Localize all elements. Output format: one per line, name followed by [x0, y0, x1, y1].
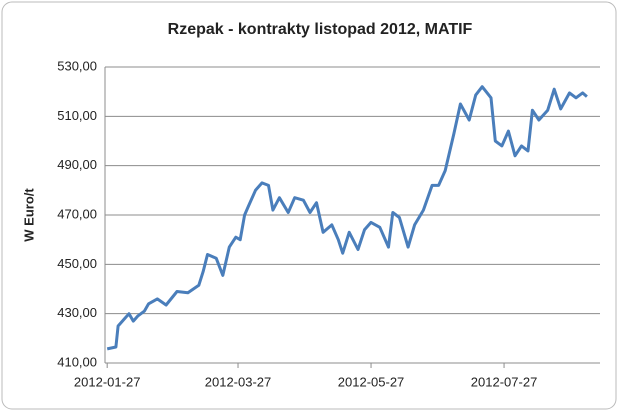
x-tick-label: 2012-05-27: [338, 374, 405, 389]
y-tick-label: 450,00: [57, 256, 97, 271]
y-tick-label: 410,00: [57, 354, 97, 369]
x-tick-label: 2012-03-27: [205, 374, 272, 389]
x-tick-label: 2012-07-27: [471, 374, 538, 389]
data-line: [106, 85, 588, 351]
y-tick-label: 510,00: [57, 108, 97, 123]
x-tick-label: 2012-01-27: [74, 374, 141, 389]
y-tick-label: 430,00: [57, 305, 97, 320]
y-axis-label: W Euro/t: [21, 188, 36, 242]
y-tick-label: 470,00: [57, 206, 97, 221]
y-tick-label: 490,00: [57, 157, 97, 172]
y-tick-label: 530,00: [57, 58, 97, 73]
chart-title: Rzepak - kontrakty listopad 2012, MATIF: [168, 21, 473, 38]
